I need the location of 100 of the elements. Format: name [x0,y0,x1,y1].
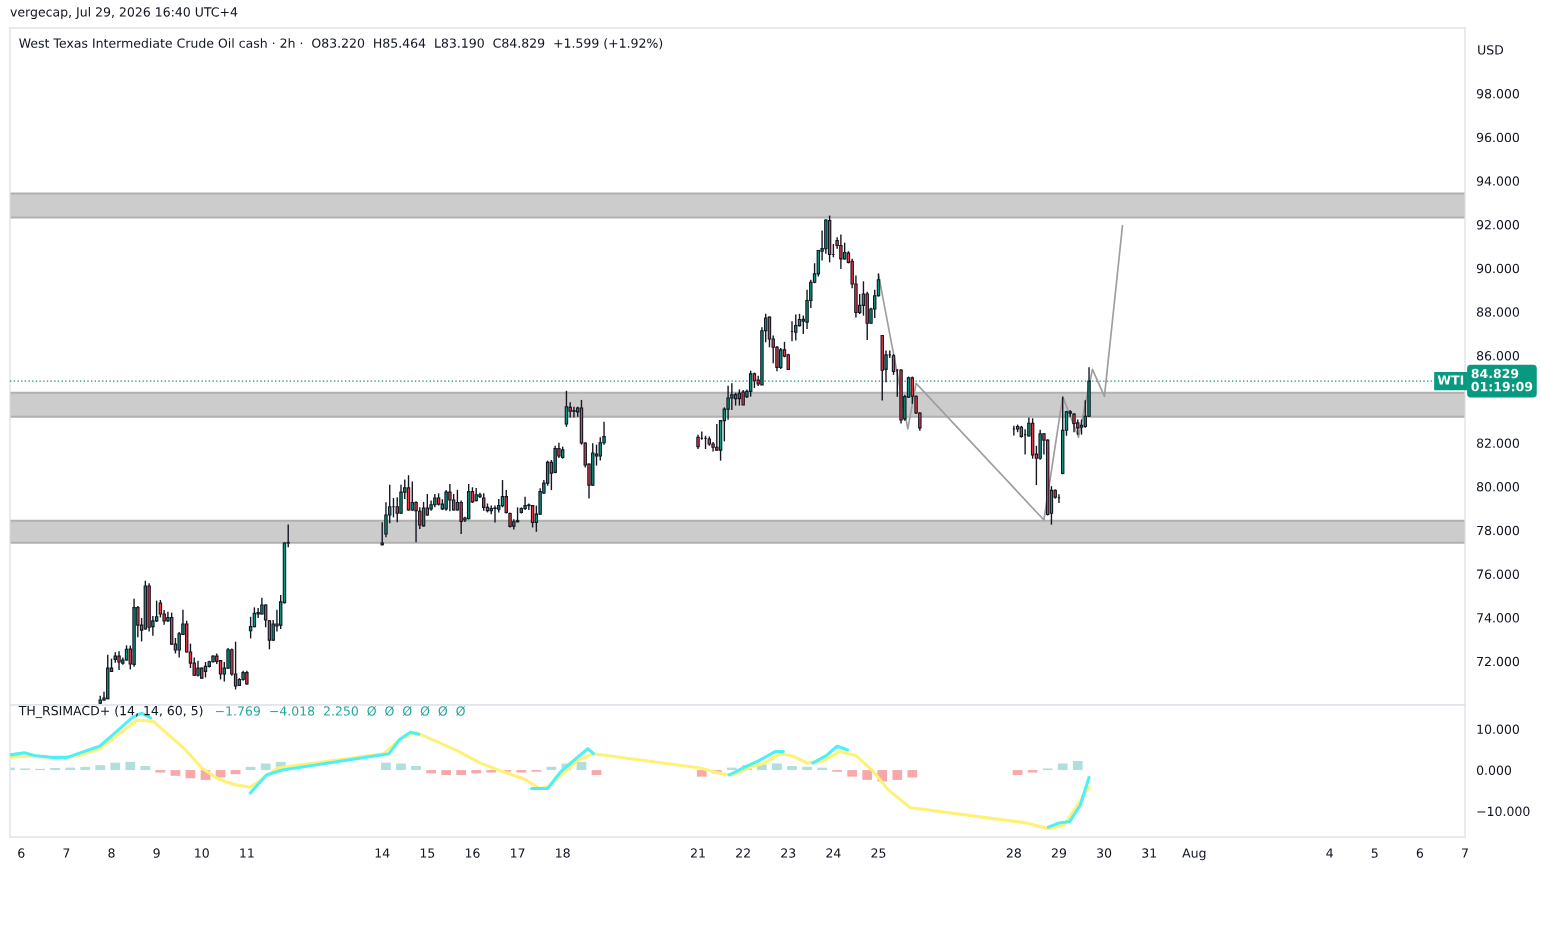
x-tick-label: 29 [1051,848,1067,858]
text: West Texas Intermediate Crude Oil cash · 2h · O83.220 H85.464 L83.190 C84.829 +1.599 (+1.92%) [19,38,663,50]
bar [456,770,467,775]
x-tick-label: 28 [1006,848,1021,858]
x-tick-label: 4 [1326,848,1333,858]
y-tick-label: 74.000 [1477,613,1520,623]
ref-line-label: WTI [1437,375,1464,385]
bar [185,770,196,779]
x-tick-label: 21 [690,848,705,858]
candlestick [410,480,415,512]
x-tick-label: 23 [781,848,796,858]
y-tick-label: 80.000 [1476,482,1520,492]
bar [1057,763,1068,771]
bar [787,765,797,771]
candlestick [406,474,411,512]
bar [802,766,812,771]
y-tick-label: −10.000 [1477,806,1530,817]
x-tick-label: 8 [108,848,115,858]
candlestick [715,423,719,452]
bar [426,770,436,774]
candlestick [117,650,121,671]
y-tick-label: 86.000 [1476,351,1520,361]
bar [245,766,256,771]
candlestick [500,479,505,509]
bar [230,770,241,775]
candlestick [459,499,463,535]
x-tick-label: 22 [736,848,750,858]
y-tick-label: 98.000 [1476,88,1520,99]
x-tick-label: 7 [1462,848,1468,858]
bar [396,763,406,771]
bar [892,770,903,780]
bar [125,761,136,771]
x-tick-label: 14 [375,848,390,858]
candlestick [414,500,418,543]
candlestick [523,495,527,511]
candlestick [794,313,798,342]
bar [471,770,482,774]
x-tick-label: 15 [420,848,435,858]
x-tick-label: 7 [63,848,70,858]
y-tick-label: 82.000 [1476,438,1520,448]
candlestick [839,233,843,270]
candlestick [448,483,452,512]
y-tick-label: 72.000 [1477,656,1520,667]
line-series [877,224,1124,521]
bar [772,763,782,771]
bar [95,765,106,771]
x-tick-label: 24 [826,848,841,858]
x-tick-label: 16 [465,848,480,858]
bar [907,770,918,778]
y-tick-label: 92.000 [1476,220,1520,230]
bar [110,762,121,771]
bar [516,770,527,773]
bar [50,768,60,771]
x-tick-label: 6 [18,848,25,858]
annotation: −1.769 −4.018 2.250 Ø Ø Ø Ø Ø Ø [215,705,465,716]
y-axis-title: USD [1478,45,1504,55]
candlestick [564,390,569,428]
x-tick-label: 18 [556,848,570,858]
x-tick-label: 30 [1097,848,1112,858]
x-tick-label: 25 [871,848,886,858]
bar [441,770,452,775]
bar [411,765,421,771]
x-tick-label: 10 [195,848,209,858]
x-tick-label: 17 [510,848,525,858]
candlestick [779,347,783,370]
candlestick [572,405,576,419]
y-tick-label: 90.000 [1476,263,1520,274]
candlestick [493,504,497,524]
bar [591,770,602,775]
bar [155,770,166,773]
bar [696,770,707,777]
bar [862,770,873,780]
bar [1027,770,1038,773]
y-tick-label: 10.000 [1477,724,1520,734]
candlestick [1072,412,1076,433]
bar [80,766,91,771]
bar [486,770,497,773]
y-tick-label: 78.000 [1477,525,1520,536]
text: 84.829 01:19:09 [1471,368,1533,392]
bar [847,770,858,777]
chart-title: TH_RSIMACD+ (14, 14, 60, 5) [18,705,203,719]
bar [170,770,181,776]
candlestick [218,659,223,681]
candlestick [421,501,426,528]
x-tick-label: 5 [1371,848,1378,858]
y-tick-label: 96.000 [1476,132,1520,143]
bar [1012,770,1023,775]
text: vergecap, Jul 29, 2026 16:40 UTC+4 [10,6,238,20]
x-tick-label: 11 [240,848,254,858]
x-tick-label: 31 [1142,848,1156,858]
y-tick-label: 0.000 [1476,765,1512,775]
bar [140,765,151,771]
y-tick-label: 94.000 [1476,176,1520,186]
x-tick-label: Aug [1182,848,1206,861]
x-tick-label: 9 [153,848,160,858]
bar [1072,761,1083,771]
bar [381,762,391,771]
y-tick-label: 76.000 [1477,569,1520,579]
y-tick-label: 88.000 [1476,307,1520,317]
bar [260,763,271,771]
